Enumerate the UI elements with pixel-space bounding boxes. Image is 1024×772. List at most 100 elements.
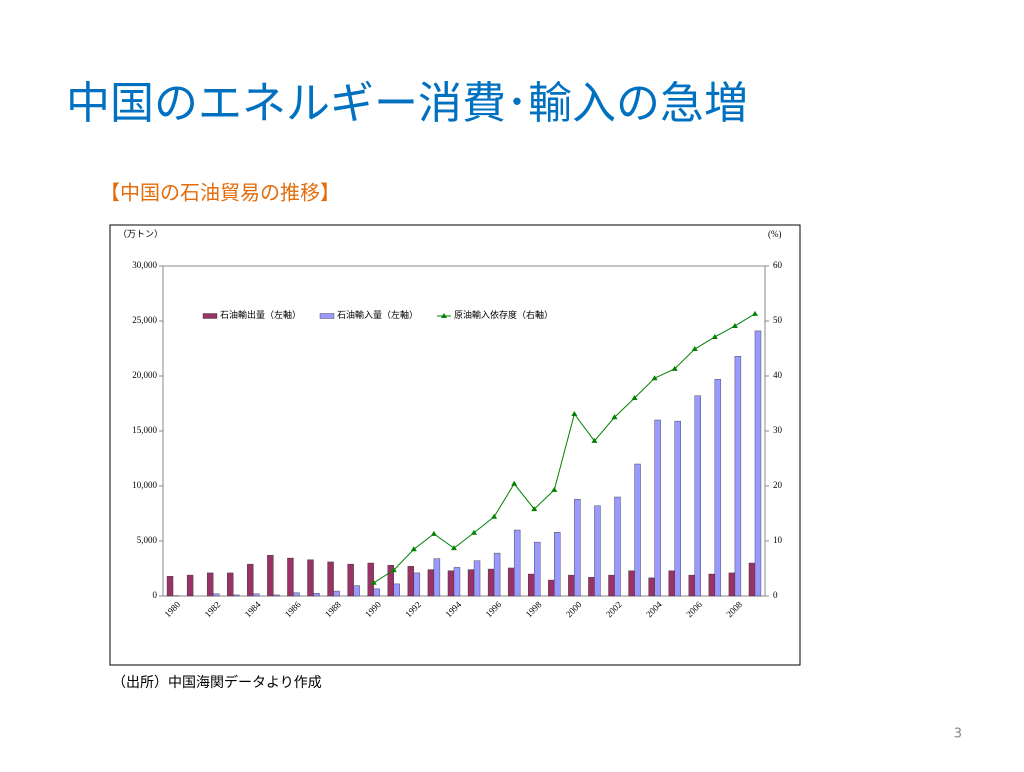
bar — [749, 563, 755, 596]
line-marker — [692, 346, 698, 351]
bar — [408, 566, 414, 596]
bar — [328, 562, 334, 596]
x-tick-label: 1990 — [363, 599, 383, 619]
bar — [187, 575, 193, 596]
bar — [709, 574, 715, 596]
bar — [609, 575, 615, 596]
bar — [675, 421, 681, 596]
bar — [669, 571, 675, 596]
bar — [615, 497, 621, 596]
y-tick-label: 0 — [153, 590, 158, 600]
bar — [448, 571, 454, 596]
bar — [528, 574, 534, 596]
bar — [348, 564, 354, 596]
line-marker — [431, 531, 437, 536]
bar — [655, 420, 661, 596]
bar — [588, 577, 594, 596]
y2-axis-label: (%) — [768, 229, 782, 239]
bar — [454, 567, 460, 596]
chart-title: 【中国の石油貿易の推移】 — [100, 181, 340, 205]
bar — [568, 575, 574, 596]
bar — [574, 499, 580, 596]
line-marker — [752, 311, 758, 316]
y-tick-label: 25,000 — [132, 315, 157, 325]
bar — [554, 532, 560, 596]
bar — [308, 560, 314, 596]
x-tick-label: 1994 — [443, 599, 463, 619]
x-tick-label: 1998 — [524, 599, 544, 619]
y-tick-label: 15,000 — [132, 425, 157, 435]
bar — [314, 593, 320, 596]
x-tick-label: 1980 — [162, 599, 182, 619]
legend-swatch — [203, 314, 217, 319]
bar — [434, 559, 440, 596]
x-tick-label: 2008 — [724, 599, 744, 619]
bar — [474, 561, 480, 596]
bar — [629, 571, 635, 596]
bar — [548, 580, 554, 596]
y2-tick-label: 10 — [773, 535, 783, 545]
line-marker — [712, 334, 718, 339]
bar — [213, 594, 219, 596]
x-tick-label: 1986 — [283, 599, 303, 619]
y-tick-label: 30,000 — [132, 260, 157, 270]
x-tick-label: 1996 — [484, 599, 504, 619]
bar — [715, 379, 721, 596]
bar — [414, 573, 420, 596]
legend-label: 原油輸入依存度（右軸） — [454, 309, 553, 320]
y2-tick-label: 40 — [773, 370, 783, 380]
bar — [635, 464, 641, 596]
bar — [468, 570, 474, 596]
bar — [695, 396, 701, 596]
bar — [488, 569, 494, 596]
bar — [729, 573, 735, 596]
y-tick-label: 10,000 — [132, 480, 157, 490]
bar — [287, 558, 293, 596]
line-marker — [551, 487, 557, 492]
line-marker — [732, 323, 738, 328]
bar — [755, 331, 761, 596]
legend-label: 石油輸入量（左軸） — [337, 309, 418, 320]
y2-tick-label: 20 — [773, 480, 783, 490]
x-tick-label: 2006 — [684, 599, 704, 619]
bar — [534, 542, 540, 596]
bar — [594, 506, 600, 596]
x-tick-label: 1988 — [323, 599, 343, 619]
legend-swatch — [320, 314, 334, 319]
y2-tick-label: 0 — [773, 590, 778, 600]
line-marker — [411, 546, 417, 551]
y2-tick-label: 50 — [773, 315, 783, 325]
bar — [514, 530, 520, 596]
bar — [227, 573, 233, 596]
bar — [233, 595, 239, 596]
bar — [354, 586, 360, 596]
bar — [368, 563, 374, 596]
bar — [293, 593, 299, 596]
y2-tick-label: 60 — [773, 260, 783, 270]
x-tick-label: 1982 — [203, 599, 223, 619]
x-tick-label: 1992 — [403, 599, 423, 619]
x-tick-label: 2004 — [644, 599, 664, 619]
bar — [494, 553, 500, 596]
bar — [649, 578, 655, 596]
bar — [253, 594, 259, 596]
x-tick-label: 2000 — [564, 599, 584, 619]
bar — [735, 356, 741, 596]
line-marker — [511, 481, 517, 486]
bar — [394, 584, 400, 596]
bar — [273, 595, 279, 596]
bar — [508, 568, 514, 596]
page-number: 3 — [954, 727, 962, 742]
y-axis-label: （万トン） — [118, 229, 163, 239]
bar — [689, 575, 695, 596]
bar — [428, 570, 434, 596]
bar — [334, 591, 340, 596]
bar — [247, 564, 253, 596]
y-tick-label: 5,000 — [137, 535, 158, 545]
legend-label: 石油輸出量（左軸） — [220, 309, 301, 320]
x-tick-label: 2002 — [604, 599, 624, 619]
bar — [167, 576, 173, 596]
line-marker — [451, 545, 457, 550]
bar — [267, 555, 273, 596]
